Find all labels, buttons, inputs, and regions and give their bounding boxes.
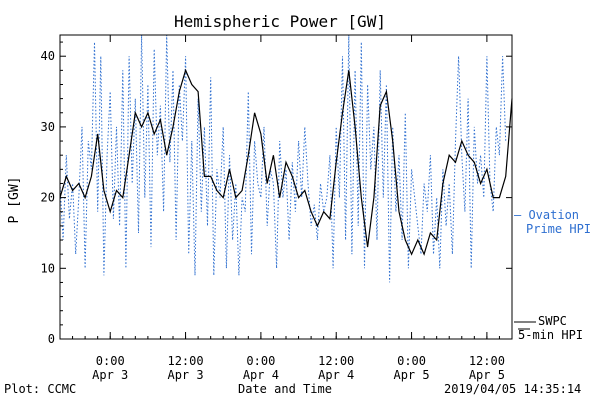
chart-title: Hemispheric Power [GW] — [174, 12, 386, 31]
swpc-series-layer — [59, 68, 513, 256]
x-tick-time-label: 0:00 — [96, 354, 125, 368]
y-tick-label: 10 — [41, 261, 55, 275]
swpc-hpi-line — [59, 68, 513, 256]
y-tick-label: 20 — [41, 191, 55, 205]
x-tick-time-label: 0:00 — [397, 354, 426, 368]
y-axis-label: P [GW] — [7, 177, 22, 224]
x-tick-time-label: 12:00 — [167, 354, 203, 368]
x-tick-date-label: Apr 5 — [393, 368, 429, 382]
x-axis-label: Date and Time — [238, 382, 332, 396]
x-tick-time-label: 12:00 — [469, 354, 505, 368]
legend-ovation-label-line2: Prime HPI — [526, 222, 591, 236]
x-tick-date-label: Apr 4 — [243, 368, 279, 382]
legend-ovation-label-line1: — Ovation — [514, 208, 579, 222]
x-tick-date-label: Apr 3 — [92, 368, 128, 382]
x-tick-time-label: 12:00 — [318, 354, 354, 368]
legend-swpc-label-line2: 5-min HPI — [518, 328, 583, 342]
x-tick-date-label: Apr 3 — [167, 368, 203, 382]
plot-credit: Plot: CCMC — [4, 382, 77, 396]
ovation-prime-line — [59, 34, 507, 283]
y-tick-label: 40 — [41, 49, 55, 63]
x-tick-date-label: Apr 5 — [469, 368, 505, 382]
y-tick-label: 30 — [41, 120, 55, 134]
legend-swpc-label-line1: SWPC — [538, 314, 567, 328]
x-tick-time-label: 0:00 — [246, 354, 275, 368]
y-tick-label: 0 — [48, 332, 55, 346]
timestamp: 2019/04/05 14:35:14 — [444, 382, 582, 396]
x-tick-date-label: Apr 4 — [318, 368, 354, 382]
y-axis: 0 10 20 30 40 — [41, 41, 512, 346]
ovation-series-layer — [59, 34, 507, 283]
